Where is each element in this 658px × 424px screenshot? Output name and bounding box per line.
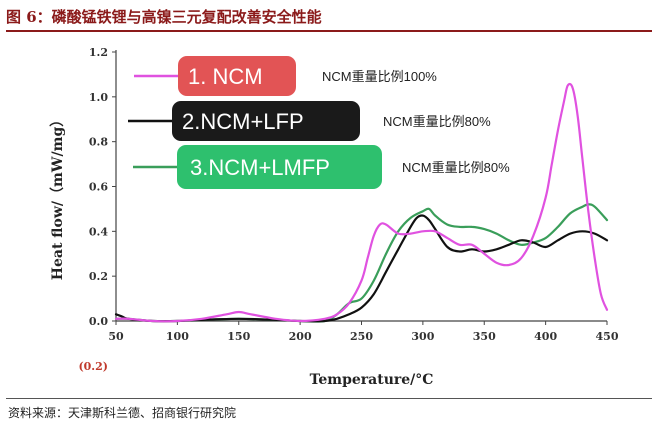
x-tick-label: 400 bbox=[534, 330, 557, 343]
legend-ratio-1: NCM重量比例100% bbox=[322, 69, 437, 84]
chart-series bbox=[114, 82, 609, 323]
x-tick-label: 300 bbox=[411, 330, 434, 343]
chart-legend: 1. NCM NCM重量比例100% 2.NCM+LFP NCM重量比例80% 3.NC… bbox=[128, 56, 510, 189]
y-tick-label: 0.0 bbox=[89, 315, 108, 328]
source-rule bbox=[6, 398, 652, 399]
y-tick-label: 0.8 bbox=[89, 136, 108, 149]
series-line-3 bbox=[114, 203, 609, 323]
series-line-1 bbox=[114, 82, 609, 323]
y-tick-label: 0.6 bbox=[89, 181, 108, 194]
legend-ratio-2: NCM重量比例80% bbox=[383, 114, 491, 129]
x-tick-label: 100 bbox=[166, 330, 189, 343]
legend-label-3: 3.NCM+LMFP bbox=[190, 155, 330, 180]
x-tick-label: 200 bbox=[289, 330, 312, 343]
series-line-2 bbox=[114, 214, 609, 323]
figure-title: 图 6：磷酸锰铁锂与高镍三元复配改善安全性能 bbox=[6, 8, 322, 26]
x-tick-label: 50 bbox=[108, 330, 124, 343]
x-tick-label: 250 bbox=[350, 330, 373, 343]
chart-axes: 0.0 0.2 0.4 0.6 0.8 1.0 1.2 (0.2) 50 100 150 200 250… bbox=[50, 46, 619, 388]
legend-badge-3 bbox=[177, 145, 382, 189]
y-axis-label: Heat flow/（mW/mg） bbox=[50, 113, 66, 280]
y-tick-label: 1.2 bbox=[89, 46, 108, 59]
title-rule bbox=[6, 30, 652, 32]
y-tick-label: 1.0 bbox=[89, 91, 108, 104]
y-tick-label: 0.2 bbox=[89, 270, 108, 283]
y-tick-label: 0.4 bbox=[89, 225, 108, 238]
x-axis-label: Temperature/°C bbox=[310, 372, 434, 388]
legend-badge-2 bbox=[172, 101, 360, 141]
x-tick-label: 350 bbox=[473, 330, 496, 343]
legend-label-1: 1. NCM bbox=[188, 64, 263, 89]
legend-label-2: 2.NCM+LFP bbox=[182, 109, 304, 134]
source-note: 资料来源：天津斯科兰德、招商银行研究院 bbox=[8, 406, 237, 420]
x-tick-label: 450 bbox=[596, 330, 619, 343]
legend-ratio-3: NCM重量比例80% bbox=[402, 160, 510, 175]
x-tick-label: 150 bbox=[227, 330, 250, 343]
legend-badge-1 bbox=[178, 56, 296, 96]
y-tick-label-negative: (0.2) bbox=[78, 360, 108, 373]
